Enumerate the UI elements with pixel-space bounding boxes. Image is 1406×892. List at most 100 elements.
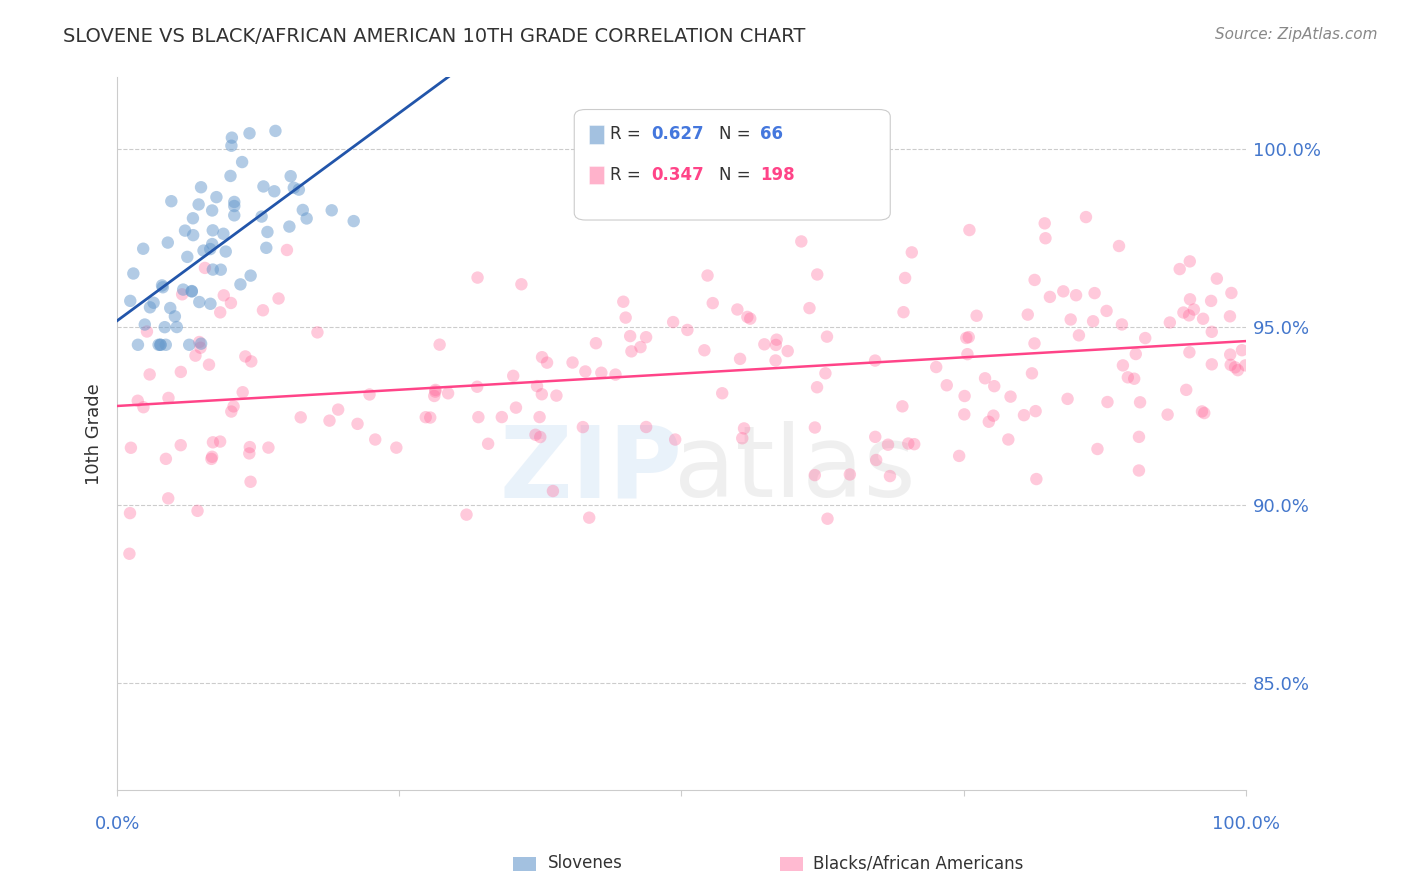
Point [636,330,658,344]
Point [1074,210,1097,224]
Point [1024,336,1046,351]
Point [1021,367,1043,381]
Point [891,400,914,414]
Text: 0.347: 0.347 [651,166,704,184]
Point [948,449,970,463]
Point [148,338,170,352]
Point [765,338,787,352]
Point [222,400,245,414]
Point [765,333,787,347]
Point [283,180,305,194]
Point [456,508,478,522]
Point [1219,358,1241,372]
Point [231,155,253,169]
Point [159,301,181,315]
Point [524,427,547,442]
Point [127,393,149,408]
Point [201,223,224,237]
Point [423,389,446,403]
Point [467,410,489,425]
Point [1067,328,1090,343]
Text: N =: N = [718,126,755,144]
Point [531,350,554,364]
Point [198,358,221,372]
Point [983,409,1005,423]
Point [1095,304,1118,318]
Point [693,204,716,219]
Point [343,214,366,228]
Point [806,380,828,394]
Point [252,303,274,318]
Point [1178,345,1201,359]
Point [983,379,1005,393]
Point [276,243,298,257]
Point [693,343,716,358]
Point [465,380,488,394]
Point [221,404,243,418]
Point [142,295,165,310]
Point [176,250,198,264]
Text: 66: 66 [761,126,783,144]
Point [153,320,176,334]
Point [1135,331,1157,345]
Point [529,410,551,425]
Point [1112,359,1135,373]
Point [662,315,685,329]
Point [155,338,177,352]
Point [966,309,988,323]
Point [239,268,262,283]
Point [1199,293,1222,308]
Point [696,268,718,283]
Point [229,277,252,292]
Point [201,450,224,464]
Point [215,244,238,259]
Point [132,401,155,415]
Point [132,242,155,256]
Point [799,301,821,315]
Point [321,203,343,218]
Point [120,441,142,455]
Point [290,410,312,425]
Point [953,408,976,422]
Point [477,436,499,450]
Point [1081,314,1104,328]
Point [955,331,977,345]
Point [184,349,207,363]
Point [200,297,222,311]
Point [256,225,278,239]
Point [264,124,287,138]
Point [620,344,643,359]
Point [893,305,915,319]
Point [572,420,595,434]
Point [252,179,274,194]
Point [136,325,159,339]
Point [180,284,202,298]
Point [676,323,699,337]
Point [897,436,920,450]
Point [1128,463,1150,477]
Point [1205,271,1227,285]
Point [415,410,437,425]
FancyBboxPatch shape [574,110,890,220]
Text: R =: R = [610,166,647,184]
Point [157,491,180,506]
Point [201,203,224,218]
Point [877,438,900,452]
Point [953,389,976,403]
Point [118,547,141,561]
Point [190,341,212,355]
Point [1194,406,1216,420]
Point [1129,395,1152,409]
Point [118,506,141,520]
Point [536,356,558,370]
Text: R =: R = [610,126,647,144]
Point [150,278,173,293]
Text: 198: 198 [761,166,796,184]
Point [1191,404,1213,418]
Point [190,336,212,351]
Y-axis label: 10th Grade: 10th Grade [86,383,103,484]
Point [254,241,277,255]
Point [1123,372,1146,386]
Point [1226,363,1249,377]
Point [201,435,224,450]
